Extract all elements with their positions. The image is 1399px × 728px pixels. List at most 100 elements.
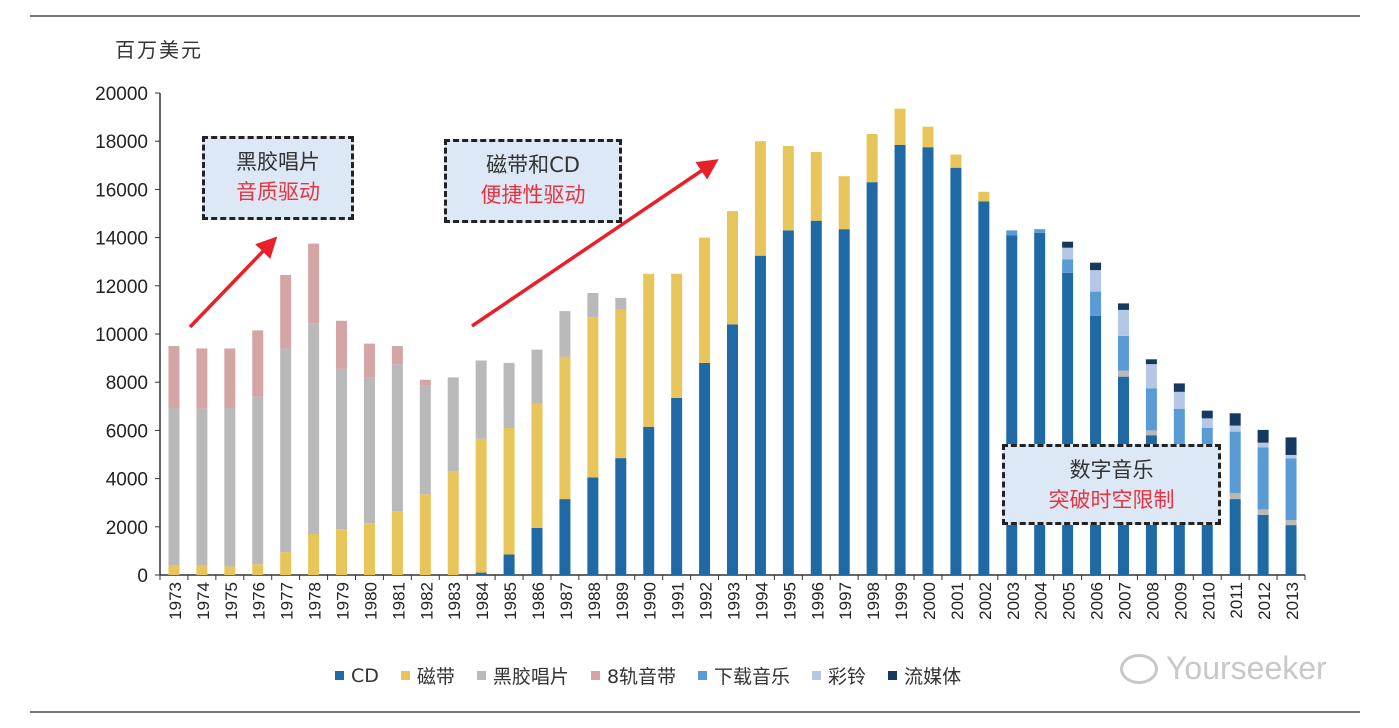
bar-segment — [1145, 364, 1157, 389]
bar-segment — [922, 147, 934, 575]
x-tick-label: 1993 — [725, 582, 744, 620]
bar-segment — [1145, 388, 1157, 431]
legend-swatch — [476, 671, 486, 680]
bar-segment — [475, 438, 487, 573]
bar-segment — [363, 377, 375, 524]
bar-segment — [587, 293, 599, 318]
y-axis-unit-label: 百万美元 — [115, 38, 203, 62]
bar-segment — [1257, 509, 1269, 515]
annotation-subtitle: 便捷性驱动 — [480, 183, 586, 207]
bar-segment — [754, 255, 766, 576]
bar-segment — [196, 565, 208, 575]
x-tick-label: 1980 — [361, 582, 380, 620]
bar-segment — [1117, 335, 1129, 371]
x-tick-label: 1979 — [334, 582, 353, 620]
legend-item: 8轨音带 — [590, 662, 676, 689]
bar-segment — [196, 408, 208, 566]
bar-segment — [1257, 447, 1269, 510]
bar-segment — [419, 385, 431, 495]
watermark-text: Yourseeker — [1166, 650, 1327, 686]
x-tick-label: 1988 — [585, 582, 604, 620]
bar-segment — [1257, 442, 1269, 448]
x-tick-label: 2009 — [1171, 582, 1190, 620]
bar-segment — [280, 348, 292, 553]
bar-segment — [1257, 514, 1269, 575]
bar-segment — [643, 273, 655, 427]
annotation-title: 磁带和CD — [486, 153, 580, 177]
bar-segment — [1229, 413, 1241, 426]
x-tick-label: 1991 — [669, 582, 688, 620]
bar-segment — [978, 191, 990, 202]
bar-segment — [782, 230, 794, 575]
y-tick-label: 14000 — [95, 229, 148, 250]
legend-label: 彩铃 — [828, 666, 867, 688]
bar-segment — [336, 320, 348, 369]
bar-segment — [615, 458, 627, 575]
bar-segment — [363, 343, 375, 378]
bar-segment — [168, 565, 180, 575]
x-tick-label: 2013 — [1283, 582, 1302, 620]
bar-segment — [1117, 309, 1129, 336]
legend-label: 磁带 — [416, 666, 455, 688]
legend-label: 下载音乐 — [714, 666, 791, 688]
bar-segment — [1285, 458, 1297, 521]
bar-segment — [810, 152, 822, 221]
x-tick-label: 1997 — [836, 582, 855, 620]
legend-item: 下载音乐 — [698, 662, 790, 689]
bar-segment — [1285, 454, 1297, 459]
y-tick-label: 10000 — [95, 325, 148, 346]
bar-segment — [503, 362, 515, 428]
y-tick-label: 0 — [137, 566, 148, 587]
bar-segment — [1229, 431, 1241, 494]
bar-segment — [531, 403, 543, 529]
annotation-vinyl: 黑胶唱片 音质驱动 — [202, 136, 354, 220]
bar-segment — [336, 368, 348, 530]
bar-segment — [475, 572, 487, 575]
legend-item: 彩铃 — [812, 662, 866, 689]
x-tick-label: 1994 — [752, 582, 771, 620]
bar-segment — [587, 317, 599, 478]
bar-segment — [1201, 410, 1213, 419]
bar-segment — [950, 154, 962, 168]
bar-segment — [391, 511, 403, 575]
x-tick-label: 1983 — [445, 582, 464, 620]
bar-segment — [336, 529, 348, 575]
legend-label: 黑胶唱片 — [492, 666, 569, 688]
bar-segment — [1034, 229, 1046, 233]
y-tick-label: 2000 — [106, 518, 148, 539]
bar-segment — [894, 144, 906, 575]
bar-segment — [1034, 232, 1046, 575]
bar-segment — [308, 323, 320, 535]
bar-segment — [1090, 262, 1102, 271]
legend-swatch — [335, 671, 344, 680]
bar-segment — [503, 427, 515, 555]
y-tick-label: 18000 — [95, 132, 148, 153]
bar-segment — [1062, 247, 1074, 260]
bar-segment — [1006, 235, 1018, 575]
x-tick-label: 1973 — [166, 582, 185, 620]
bar-segment — [922, 126, 934, 148]
bar-segment — [308, 243, 320, 324]
bar-segment — [447, 471, 459, 575]
x-tick-label: 2007 — [1115, 582, 1134, 620]
bar-segment — [224, 348, 236, 408]
bar-segment — [587, 477, 599, 575]
bar-segment — [1117, 303, 1129, 310]
bar-segment — [671, 273, 683, 398]
x-tick-label: 2012 — [1255, 582, 1274, 620]
bar-segment — [252, 330, 264, 397]
x-tick-label: 1985 — [501, 582, 520, 620]
bar-segment — [1229, 493, 1241, 500]
bar-segment — [168, 407, 180, 566]
bar-segment — [559, 499, 571, 575]
bar-segment — [643, 426, 655, 575]
x-tick-label: 1986 — [529, 582, 548, 620]
x-tick-label: 2001 — [948, 582, 967, 620]
bar-segment — [894, 108, 906, 145]
bar-segment — [1229, 425, 1241, 432]
y-tick-label: 20000 — [95, 84, 148, 105]
bar-segment — [1257, 429, 1269, 443]
x-tick-label: 1977 — [278, 582, 297, 620]
bar-segment — [224, 566, 236, 575]
